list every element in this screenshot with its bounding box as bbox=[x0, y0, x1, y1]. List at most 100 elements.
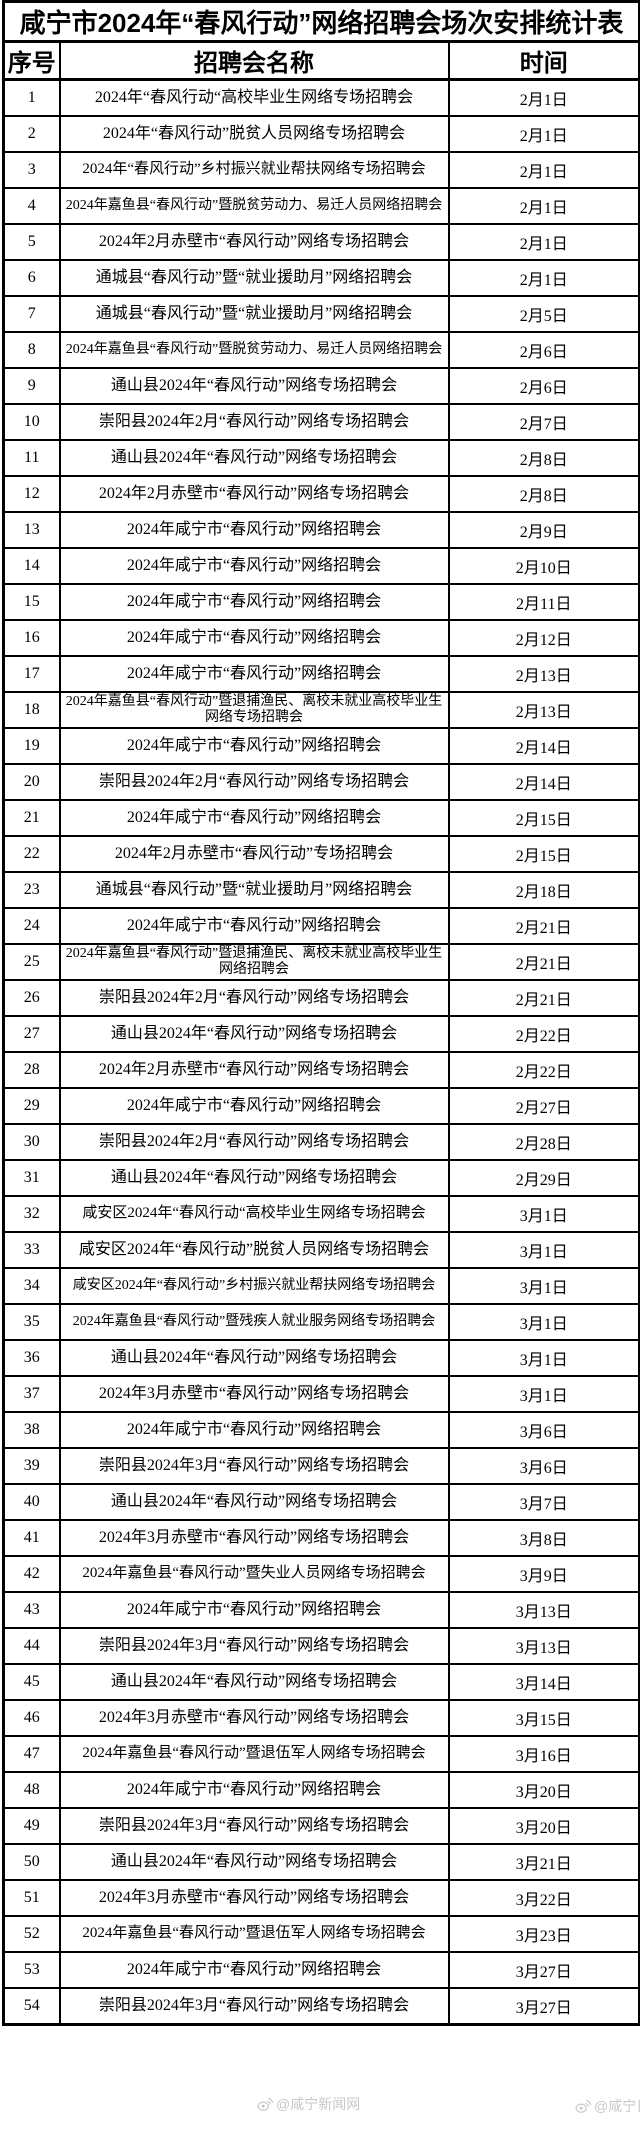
row-date-cell: 2月21日 bbox=[447, 907, 640, 945]
row-index-cell: 14 bbox=[2, 547, 61, 585]
table-row: 44 崇阳县2024年3月“春风行动”网络专场招聘会 3月13日 bbox=[2, 1627, 640, 1665]
row-index-cell: 43 bbox=[2, 1591, 61, 1629]
row-index-cell: 5 bbox=[2, 223, 61, 261]
row-date-cell: 3月1日 bbox=[447, 1303, 640, 1341]
table-row: 26 崇阳县2024年2月“春风行动”网络专场招聘会 2月21日 bbox=[2, 979, 640, 1017]
row-date-cell: 3月7日 bbox=[447, 1483, 640, 1521]
row-index-cell: 50 bbox=[2, 1843, 61, 1881]
table-row: 16 2024年咸宁市“春风行动”网络招聘会 2月12日 bbox=[2, 619, 640, 657]
row-date-cell: 2月1日 bbox=[447, 151, 640, 189]
row-name-cell: 2024年2月赤壁市“春风行动”网络专场招聘会 bbox=[58, 1051, 450, 1089]
row-index-cell: 45 bbox=[2, 1663, 61, 1701]
row-name-cell: 2024年咸宁市“春风行动”网络招聘会 bbox=[58, 583, 450, 621]
row-index-cell: 54 bbox=[2, 1987, 61, 2026]
table-row: 5 2024年2月赤壁市“春风行动”网络专场招聘会 2月1日 bbox=[2, 223, 640, 261]
table-row: 39 崇阳县2024年3月“春风行动”网络专场招聘会 3月6日 bbox=[2, 1447, 640, 1485]
row-name-cell: 2024年咸宁市“春风行动”网络招聘会 bbox=[58, 1087, 450, 1125]
row-index-cell: 27 bbox=[2, 1015, 61, 1053]
row-name-cell: 2024年3月赤壁市“春风行动”网络专场招聘会 bbox=[58, 1879, 450, 1917]
row-name-cell: 崇阳县2024年3月“春风行动”网络专场招聘会 bbox=[58, 1627, 450, 1665]
row-name-cell: 通山县2024年“春风行动”网络专场招聘会 bbox=[58, 1843, 450, 1881]
row-date-cell: 3月13日 bbox=[447, 1627, 640, 1665]
row-date-cell: 2月15日 bbox=[447, 799, 640, 837]
table-row: 45 通山县2024年“春风行动”网络专场招聘会 3月14日 bbox=[2, 1663, 640, 1701]
table-row: 6 通城县“春风行动”暨“就业援助月”网络招聘会 2月1日 bbox=[2, 259, 640, 297]
row-date-cell: 2月5日 bbox=[447, 295, 640, 333]
schedule-table: 咸宁市2024年“春风行动”网络招聘会场次安排统计表 序号 招聘会名称 时间 1… bbox=[2, 0, 640, 2026]
row-index-cell: 12 bbox=[2, 475, 61, 513]
row-date-cell: 3月22日 bbox=[447, 1879, 640, 1917]
row-index-cell: 20 bbox=[2, 763, 61, 801]
table-row: 40 通山县2024年“春风行动”网络专场招聘会 3月7日 bbox=[2, 1483, 640, 1521]
row-index-cell: 40 bbox=[2, 1483, 61, 1521]
row-index-cell: 51 bbox=[2, 1879, 61, 1917]
row-index-cell: 29 bbox=[2, 1087, 61, 1125]
row-name-cell: 通城县“春风行动”暨“就业援助月”网络招聘会 bbox=[58, 295, 450, 333]
row-name-cell: 2024年“春风行动”乡村振兴就业帮扶网络专场招聘会 bbox=[58, 151, 450, 189]
row-name-cell: 2024年嘉鱼县“春风行动”暨退伍军人网络专场招聘会 bbox=[58, 1915, 450, 1953]
row-name-cell: 通山县2024年“春风行动”网络专场招聘会 bbox=[58, 1015, 450, 1053]
row-name-cell: 2024年“春风行动“高校毕业生网络专场招聘会 bbox=[58, 78, 450, 117]
row-name-cell: 2024年嘉鱼县“春风行动”暨退伍军人网络专场招聘会 bbox=[58, 1735, 450, 1773]
table-row: 21 2024年咸宁市“春风行动”网络招聘会 2月15日 bbox=[2, 799, 640, 837]
table-row: 54 崇阳县2024年3月“春风行动”网络专场招聘会 3月27日 bbox=[2, 1987, 640, 2026]
row-date-cell: 3月1日 bbox=[447, 1195, 640, 1233]
table-row: 18 2024年嘉鱼县“春风行动”暨退捕渔民、离校未就业高校毕业生网络专场招聘会… bbox=[2, 691, 640, 729]
row-index-cell: 7 bbox=[2, 295, 61, 333]
table-row: 19 2024年咸宁市“春风行动”网络招聘会 2月14日 bbox=[2, 727, 640, 765]
table-row: 27 通山县2024年“春风行动”网络专场招聘会 2月22日 bbox=[2, 1015, 640, 1053]
row-date-cell: 2月10日 bbox=[447, 547, 640, 585]
row-date-cell: 2月14日 bbox=[447, 727, 640, 765]
table-row: 31 通山县2024年“春风行动”网络专场招聘会 2月29日 bbox=[2, 1159, 640, 1197]
row-index-cell: 8 bbox=[2, 331, 61, 369]
row-name-cell: 崇阳县2024年3月“春风行动”网络专场招聘会 bbox=[58, 1987, 450, 2026]
row-index-cell: 34 bbox=[2, 1267, 61, 1305]
row-name-cell: 2024年咸宁市“春风行动”网络招聘会 bbox=[58, 1771, 450, 1809]
row-index-cell: 52 bbox=[2, 1915, 61, 1953]
row-name-cell: 通山县2024年“春风行动”网络专场招聘会 bbox=[58, 1483, 450, 1521]
row-date-cell: 3月15日 bbox=[447, 1699, 640, 1737]
watermark-left: @咸宁新闻网 bbox=[256, 2094, 360, 2114]
row-index-cell: 38 bbox=[2, 1411, 61, 1449]
row-name-cell: 崇阳县2024年2月“春风行动”网络专场招聘会 bbox=[58, 979, 450, 1017]
row-index-cell: 26 bbox=[2, 979, 61, 1017]
row-name-cell: 崇阳县2024年2月“春风行动”网络专场招聘会 bbox=[58, 1123, 450, 1161]
row-date-cell: 2月15日 bbox=[447, 835, 640, 873]
table-row: 11 通山县2024年“春风行动”网络专场招聘会 2月8日 bbox=[2, 439, 640, 477]
table-row: 51 2024年3月赤壁市“春风行动”网络专场招聘会 3月22日 bbox=[2, 1879, 640, 1917]
table-row: 50 通山县2024年“春风行动”网络专场招聘会 3月21日 bbox=[2, 1843, 640, 1881]
column-header-index: 序号 bbox=[2, 40, 61, 81]
table-row: 3 2024年“春风行动”乡村振兴就业帮扶网络专场招聘会 2月1日 bbox=[2, 151, 640, 189]
row-name-cell: 2024年嘉鱼县“春风行动”暨残疾人就业服务网络专场招聘会 bbox=[58, 1303, 450, 1341]
weibo-icon bbox=[256, 2096, 274, 2112]
table-row: 46 2024年3月赤壁市“春风行动”网络专场招聘会 3月15日 bbox=[2, 1699, 640, 1737]
row-date-cell: 2月1日 bbox=[447, 259, 640, 297]
row-date-cell: 3月6日 bbox=[447, 1447, 640, 1485]
row-name-cell: 通山县2024年“春风行动”网络专场招聘会 bbox=[58, 439, 450, 477]
row-index-cell: 37 bbox=[2, 1375, 61, 1413]
row-index-cell: 1 bbox=[2, 78, 61, 117]
row-index-cell: 53 bbox=[2, 1951, 61, 1989]
table-row: 47 2024年嘉鱼县“春风行动”暨退伍军人网络专场招聘会 3月16日 bbox=[2, 1735, 640, 1773]
row-index-cell: 19 bbox=[2, 727, 61, 765]
row-date-cell: 2月21日 bbox=[447, 979, 640, 1017]
row-name-cell: 2024年咸宁市“春风行动”网络招聘会 bbox=[58, 1411, 450, 1449]
row-date-cell: 2月22日 bbox=[447, 1015, 640, 1053]
table-row: 29 2024年咸宁市“春风行动”网络招聘会 2月27日 bbox=[2, 1087, 640, 1125]
row-date-cell: 2月28日 bbox=[447, 1123, 640, 1161]
row-index-cell: 39 bbox=[2, 1447, 61, 1485]
row-index-cell: 33 bbox=[2, 1231, 61, 1269]
row-date-cell: 2月14日 bbox=[447, 763, 640, 801]
row-index-cell: 49 bbox=[2, 1807, 61, 1845]
row-name-cell: 崇阳县2024年3月“春风行动”网络专场招聘会 bbox=[58, 1807, 450, 1845]
row-index-cell: 48 bbox=[2, 1771, 61, 1809]
row-date-cell: 2月27日 bbox=[447, 1087, 640, 1125]
row-date-cell: 2月1日 bbox=[447, 78, 640, 117]
row-date-cell: 3月1日 bbox=[447, 1267, 640, 1305]
row-date-cell: 2月12日 bbox=[447, 619, 640, 657]
row-index-cell: 44 bbox=[2, 1627, 61, 1665]
column-header-date: 时间 bbox=[447, 40, 640, 81]
table-row: 35 2024年嘉鱼县“春风行动”暨残疾人就业服务网络专场招聘会 3月1日 bbox=[2, 1303, 640, 1341]
row-name-cell: 通山县2024年“春风行动”网络专场招聘会 bbox=[58, 1663, 450, 1701]
row-index-cell: 42 bbox=[2, 1555, 61, 1593]
